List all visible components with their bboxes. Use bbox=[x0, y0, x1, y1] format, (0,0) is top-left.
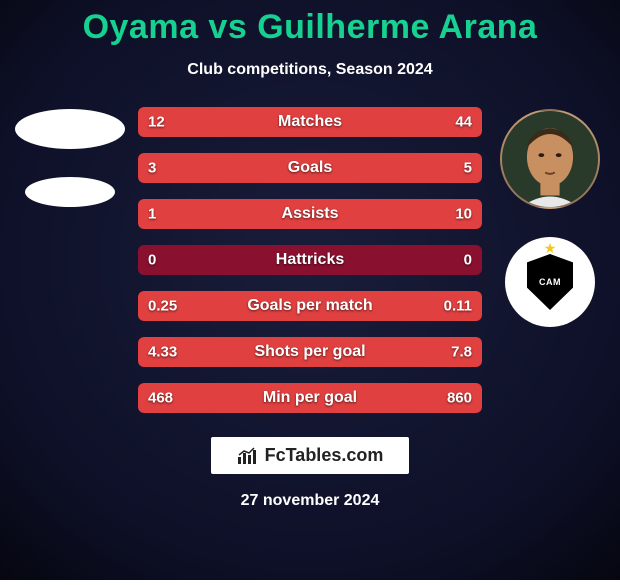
stat-bar: 0.25 0.11 Goals per match bbox=[138, 291, 482, 321]
brand-text: FcTables.com bbox=[265, 445, 384, 466]
bar-label: Assists bbox=[282, 205, 339, 223]
stat-bar: 0 0 Hattricks bbox=[138, 245, 482, 275]
bar-label: Shots per goal bbox=[254, 343, 365, 361]
page-title: Oyama vs Guilherme Arana bbox=[83, 8, 538, 47]
bar-right-value: 860 bbox=[447, 390, 472, 407]
bar-left-value: 4.33 bbox=[148, 344, 177, 361]
brand-bar1 bbox=[238, 457, 241, 464]
left-player-avatar-placeholder bbox=[15, 109, 125, 149]
bar-label: Min per goal bbox=[263, 389, 357, 407]
bar-right-value: 5 bbox=[464, 160, 472, 177]
bar-label: Matches bbox=[278, 113, 342, 131]
avatar-eye-left bbox=[538, 153, 544, 157]
stat-bar: 4.33 7.8 Shots per goal bbox=[138, 337, 482, 367]
brand-badge: FcTables.com bbox=[211, 437, 410, 474]
avatar-neck bbox=[540, 182, 559, 195]
bar-right-value: 7.8 bbox=[451, 344, 472, 361]
brand-bar4 bbox=[253, 450, 256, 464]
bar-right-value: 10 bbox=[455, 206, 472, 223]
right-player-avatar bbox=[500, 109, 600, 209]
bar-left-value: 3 bbox=[148, 160, 156, 177]
bar-fill-right bbox=[210, 107, 482, 137]
content-root: Oyama vs Guilherme Arana Club competitio… bbox=[0, 0, 620, 580]
bar-left-value: 0 bbox=[148, 252, 156, 269]
bar-label: Goals bbox=[288, 159, 332, 177]
stat-bar: 12 44 Matches bbox=[138, 107, 482, 137]
bar-right-value: 0 bbox=[464, 252, 472, 269]
brand-bar2 bbox=[243, 453, 246, 464]
right-player-column: ★ CAM bbox=[490, 107, 610, 327]
date-text: 27 november 2024 bbox=[241, 492, 380, 510]
bar-fill-left bbox=[138, 153, 269, 183]
comparison-row: 1244Matches35Goals110Assists00Hattricks0… bbox=[0, 107, 620, 413]
left-player-club-placeholder bbox=[25, 177, 115, 207]
subtitle: Club competitions, Season 2024 bbox=[187, 61, 432, 79]
bar-right-value: 44 bbox=[455, 114, 472, 131]
bar-left-value: 0.25 bbox=[148, 298, 177, 315]
brand-chart-icon bbox=[237, 447, 257, 465]
bar-left-value: 468 bbox=[148, 390, 173, 407]
stat-bar: 468 860 Min per goal bbox=[138, 383, 482, 413]
stat-bar: 1 10 Assists bbox=[138, 199, 482, 229]
brand-bar3 bbox=[248, 455, 251, 464]
club-shield-text: CAM bbox=[539, 277, 561, 287]
right-player-club-badge: ★ CAM bbox=[505, 237, 595, 327]
brand-line bbox=[239, 448, 254, 455]
stat-bars: 1244Matches35Goals110Assists00Hattricks0… bbox=[130, 107, 490, 413]
bar-label: Goals per match bbox=[247, 297, 372, 315]
bar-left-value: 1 bbox=[148, 206, 156, 223]
left-player-column bbox=[10, 107, 130, 207]
bar-left-value: 12 bbox=[148, 114, 165, 131]
bar-label: Hattricks bbox=[276, 251, 344, 269]
bar-right-value: 0.11 bbox=[444, 298, 472, 315]
club-shield: CAM bbox=[527, 254, 573, 310]
avatar-eye-right bbox=[556, 153, 562, 157]
stat-bar: 3 5 Goals bbox=[138, 153, 482, 183]
avatar-face-svg bbox=[502, 111, 598, 207]
